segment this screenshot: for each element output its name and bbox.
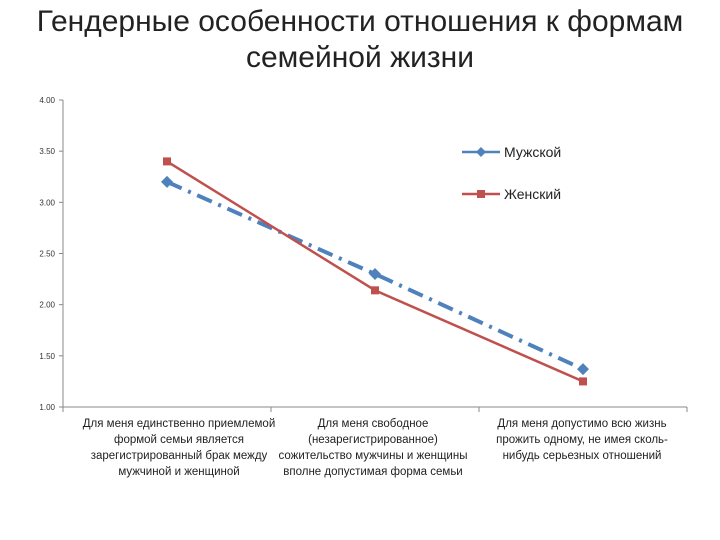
chart-title-line-2: семейной жизни [245,41,474,74]
y-tick-label: 2.50 [39,250,55,259]
chart-axes [62,100,688,412]
legend-marker-1 [476,147,486,157]
series-1-point [369,267,381,280]
series-lines [161,157,589,386]
legend-marker-2 [477,190,485,198]
y-tick-label: 1.00 [39,403,55,412]
chart-title-line-1: Гендерные особенности отношения к формам [36,5,684,38]
legend-label-1: Мужской [504,144,561,160]
y-tick-label: 3.50 [39,147,55,156]
y-tick-label: 1.50 [39,352,55,361]
x-category-label-1: Для меня единственно приемлемой формой с… [82,418,276,478]
series-2-point [371,286,379,295]
y-tick-label: 4.00 [39,96,55,105]
series-2-point [163,157,171,166]
series-2-point [579,377,587,386]
legend-label-2: Женский [504,186,561,202]
series-line-1 [166,180,584,371]
y-tick-label: 3.00 [39,198,55,207]
y-tick-label: 2.00 [39,301,55,310]
chart-title: Гендерные особенности отношения к формам… [0,4,720,76]
series-1-point [161,175,173,188]
series-1-point [577,363,589,376]
x-category-label-2: Для меня свободное (незарегистрированное… [278,418,468,478]
chart-legend: Мужской Женский [462,144,561,202]
y-axis-ticks: 1.00 1.50 2.00 2.50 3.00 3.50 4.00 [39,96,63,412]
x-category-label-3: Для меня допустимо всю жизнь прожить одн… [496,418,668,462]
